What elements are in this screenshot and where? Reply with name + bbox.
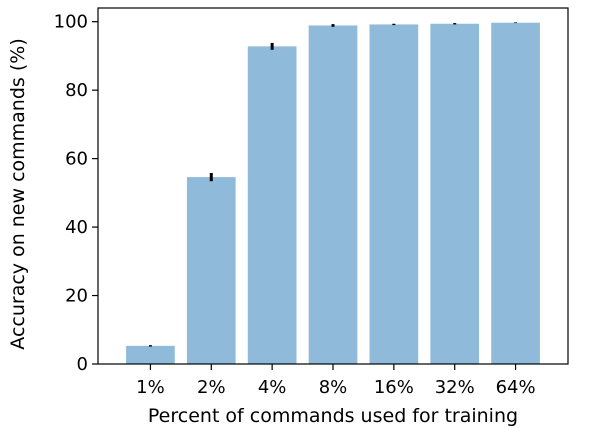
bar-1% [126,345,175,364]
bar-2% [186,177,236,364]
x-tick-label: 2% [197,377,226,398]
y-axis-label: Accuracy on new commands (%) [7,38,29,349]
y-tick-label: 0 [77,354,88,375]
x-tick-label: 16% [374,377,414,398]
y-ticks-group: 0 20 40 60 80 100 [54,12,98,375]
error-bars-group [148,22,518,347]
bar-16% [369,24,419,365]
x-ticks-group: 1% 2% 4% 8% 16% 32% 64% [136,364,536,398]
y-tick-label: 100 [54,12,88,33]
x-axis-label: Percent of commands used for training [148,405,518,427]
bar-4% [247,46,297,364]
y-tick-label: 80 [65,80,88,101]
y-tick-label: 40 [65,217,88,238]
bar-32% [430,23,480,364]
x-tick-label: 4% [258,377,287,398]
bar-8% [308,25,358,364]
bars-group [126,22,540,365]
x-tick-label: 64% [496,377,536,398]
x-tick-label: 1% [136,377,165,398]
y-tick-label: 60 [65,149,88,170]
y-tick-label: 20 [65,286,88,307]
x-tick-label: 32% [435,377,475,398]
bar-64% [491,22,540,364]
x-tick-label: 8% [319,377,348,398]
